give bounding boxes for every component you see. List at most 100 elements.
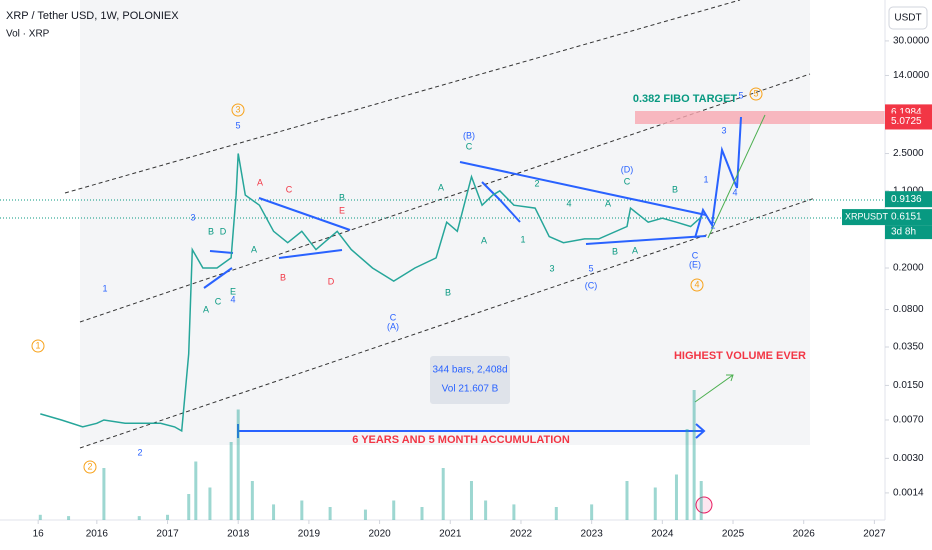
wave-circle bbox=[749, 87, 763, 101]
currency-button[interactable] bbox=[888, 6, 928, 30]
wave-label: 2 bbox=[87, 461, 92, 471]
x-tick-label: 2025 bbox=[722, 529, 745, 540]
volume-bar bbox=[166, 514, 170, 520]
y-tick-label: 0.2000 bbox=[893, 263, 924, 274]
x-tick-label: 2016 bbox=[86, 529, 109, 540]
trend-line bbox=[499, 199, 521, 223]
wave-circle bbox=[31, 339, 45, 353]
volume-bar bbox=[441, 468, 445, 520]
wave-label: 3 bbox=[235, 104, 240, 114]
trend-line bbox=[585, 235, 707, 245]
volume-bar bbox=[685, 429, 689, 520]
x-tick-label: 2024 bbox=[651, 529, 674, 540]
wave-label: 2 bbox=[137, 447, 142, 457]
volume-bar bbox=[420, 507, 424, 520]
wave-circle bbox=[83, 460, 97, 474]
wave-label: (E) bbox=[689, 259, 701, 269]
trend-line bbox=[278, 249, 343, 259]
x-tick-label: 2021 bbox=[439, 529, 462, 540]
symbol-title: XRP / Tether USD, 1W, POLONIEX bbox=[6, 10, 179, 22]
wave-label: 1 bbox=[102, 283, 107, 293]
wave-label: A bbox=[481, 235, 487, 245]
wave-label: 4 bbox=[566, 198, 571, 208]
wave-label: C bbox=[286, 184, 293, 194]
y-tick-label: 0.0070 bbox=[893, 415, 924, 426]
arrow bbox=[726, 374, 734, 382]
info-box bbox=[430, 356, 510, 404]
wave-label: 1 bbox=[35, 340, 40, 350]
x-tick-label: 2018 bbox=[227, 529, 250, 540]
info-volume: Vol 21.607 B bbox=[442, 384, 499, 395]
wave-label: 1 bbox=[703, 174, 708, 184]
wave-label: B bbox=[280, 272, 286, 282]
price-badge bbox=[885, 113, 932, 130]
volume-bar bbox=[692, 390, 696, 520]
volume-bar bbox=[102, 468, 106, 520]
price-badge-label: 0.9136 bbox=[891, 194, 922, 205]
symbol-badge-label: XRPUSDT bbox=[845, 211, 889, 221]
wave-label: 2 bbox=[710, 220, 715, 230]
volume-bar bbox=[328, 507, 332, 520]
volume-bar bbox=[590, 504, 594, 520]
volume-bar bbox=[674, 474, 678, 520]
y-tick-label: 0.0800 bbox=[893, 304, 924, 315]
wave-circle bbox=[690, 278, 704, 292]
volume-bar bbox=[484, 500, 488, 520]
x-tick-label: 2019 bbox=[298, 529, 321, 540]
volume-bar bbox=[392, 500, 396, 520]
wave-label: (B) bbox=[463, 130, 475, 140]
wave-label: C bbox=[624, 176, 631, 186]
volume-bar bbox=[699, 481, 703, 520]
y-tick-label: 0.0030 bbox=[893, 453, 924, 464]
wave-label: 2 bbox=[534, 178, 539, 188]
volume-bar bbox=[229, 442, 233, 520]
trend-lines bbox=[203, 116, 742, 439]
y-tick-label: 1.1000 bbox=[893, 185, 924, 196]
channel-mid bbox=[79, 73, 811, 323]
wave-label: B bbox=[445, 287, 451, 297]
annotation: 6 YEARS AND 5 MONTH ACCUMULATION bbox=[352, 434, 570, 446]
wave-label: 5 bbox=[738, 90, 743, 100]
trend-line bbox=[203, 267, 233, 289]
wave-label: E bbox=[339, 205, 345, 215]
green-arrows bbox=[694, 114, 766, 403]
accumulation-arrow bbox=[695, 423, 706, 439]
price-badge-label: 0.6151 bbox=[891, 212, 922, 223]
wave-label: (C) bbox=[585, 280, 598, 290]
volume-bar bbox=[208, 487, 212, 520]
volume-bar bbox=[512, 504, 516, 520]
x-tick-label: 2023 bbox=[581, 529, 604, 540]
info-bars: 344 bars, 2,408d bbox=[432, 365, 507, 376]
wave-label: 3 bbox=[721, 125, 726, 135]
volume-bar bbox=[363, 509, 367, 520]
y-tick-label: 30.0000 bbox=[893, 36, 930, 47]
channel-top bbox=[64, 0, 741, 194]
wave-label: 4 bbox=[732, 187, 737, 197]
wave-label: 4 bbox=[230, 294, 235, 304]
wave-label: A bbox=[605, 198, 611, 208]
y-tick-label: 0.0350 bbox=[893, 342, 924, 353]
volume-bar bbox=[194, 461, 198, 520]
wave-label: C bbox=[692, 250, 699, 260]
price-badge-label: 5.0725 bbox=[891, 116, 922, 127]
target-zone bbox=[635, 111, 885, 124]
wave-label: D bbox=[220, 226, 227, 236]
impulse-path bbox=[694, 116, 742, 239]
wave-label: (D) bbox=[621, 164, 634, 174]
currency[interactable]: USDT bbox=[894, 13, 921, 24]
volume-bar bbox=[653, 487, 657, 520]
price-badge-label: 6.1984 bbox=[891, 107, 922, 118]
volume-bar bbox=[250, 481, 254, 520]
wave-circle bbox=[231, 103, 245, 117]
annotation: HIGHEST VOLUME EVER bbox=[674, 350, 806, 362]
wave-label: (A) bbox=[387, 321, 399, 331]
channel-low bbox=[79, 197, 816, 449]
arrow bbox=[707, 114, 766, 239]
volume-bar bbox=[272, 504, 276, 520]
y-tick-label: 0.0014 bbox=[893, 488, 924, 499]
volume-bar bbox=[67, 516, 71, 520]
trend-line bbox=[258, 197, 351, 231]
trend-line bbox=[459, 161, 707, 216]
wave-label: A bbox=[203, 304, 209, 314]
